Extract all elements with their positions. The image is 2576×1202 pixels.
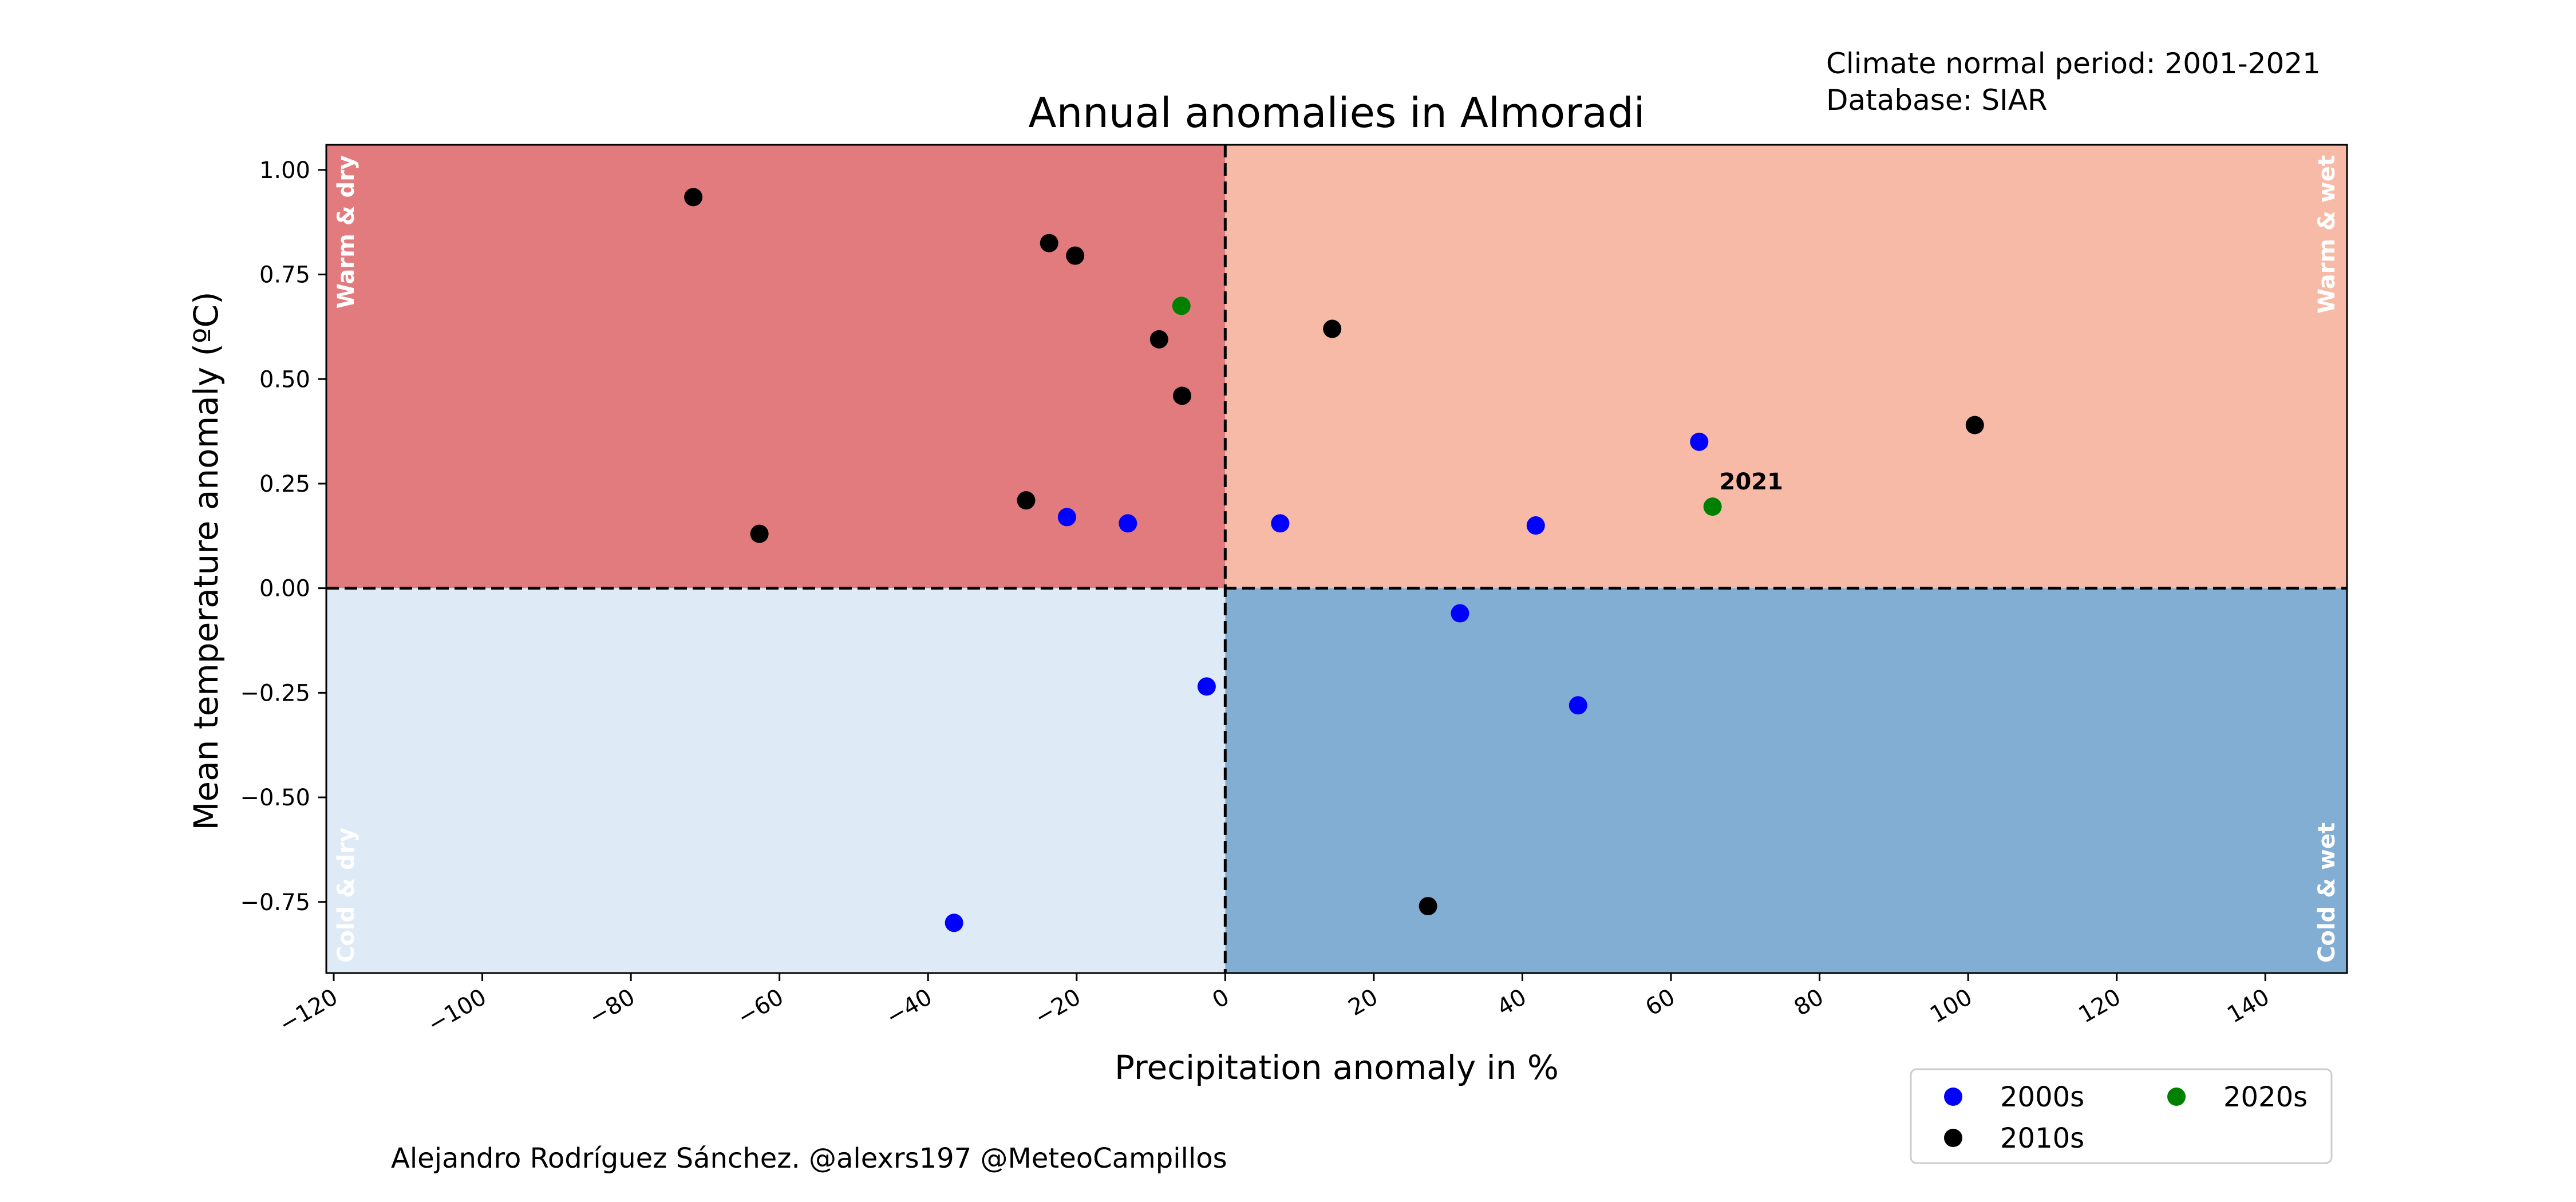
legend: 2000s 2010s 2020s <box>1910 1068 2333 1164</box>
point-2000s-5 <box>1057 508 1076 527</box>
y-axis: −0.75 −0.50 −0.25 0.00 0.25 0.50 0.75 1.00 <box>240 157 326 916</box>
chart-title: Annual anomalies in Almoradi <box>1028 89 1645 137</box>
database-note: Database: SIAR <box>1826 84 2048 117</box>
y-tick-label: 0.25 <box>259 471 310 497</box>
y-tick-label: 0.50 <box>259 366 310 393</box>
point-2000s-2 <box>1526 516 1545 535</box>
quadrant-warm-dry <box>326 145 1226 588</box>
point-2000s-7 <box>1568 696 1587 715</box>
point-2000s-9 <box>945 914 963 932</box>
legend-marker-2010s <box>1944 1129 1962 1147</box>
y-axis-label: Mean temperature anomaly (ºC) <box>187 291 226 830</box>
quadrant-label-warm-wet: Warm & wet <box>2314 155 2340 314</box>
y-tick-label: −0.25 <box>240 680 310 706</box>
point-2010s-5 <box>1173 386 1192 405</box>
quadrant-label-cold-dry: Cold & dry <box>333 828 359 963</box>
point-2010s-6 <box>1323 319 1342 338</box>
plot-frame <box>325 144 2348 974</box>
legend-entries: 2000s 2010s 2020s <box>1944 1081 2308 1154</box>
quadrant-cold-dry <box>326 588 1226 973</box>
point-2010s-8 <box>1017 491 1036 510</box>
y-tick-label: −0.75 <box>240 889 310 916</box>
legend-label-2020s: 2020s <box>2223 1081 2308 1113</box>
point-2000s-4 <box>1119 514 1137 533</box>
legend-frame <box>1910 1068 2333 1164</box>
quadrant-cold-wet <box>1225 588 2347 973</box>
point-2000s-3 <box>1271 514 1290 533</box>
point-2020s-2 <box>1703 497 1722 516</box>
legend-label-2010s: 2010s <box>2000 1122 2084 1154</box>
legend-marker-2000s <box>1944 1088 1962 1106</box>
legend-label-2000s: 2000s <box>2000 1081 2084 1113</box>
point-2010s-9 <box>750 524 769 543</box>
point-2010s-3 <box>1066 246 1085 265</box>
point-2010s-1 <box>684 188 703 207</box>
y-tick-label: 0.75 <box>259 262 310 288</box>
y-tick-label: −0.50 <box>240 785 310 811</box>
quadrant-label-cold-wet: Cold & wet <box>2314 823 2340 963</box>
reference-lines <box>326 145 2347 973</box>
point-2010s-7 <box>1965 416 1984 434</box>
legend-marker-2020s <box>2167 1088 2186 1106</box>
quadrant-warm-wet <box>1225 145 2347 588</box>
point-2010s-10 <box>1419 897 1437 916</box>
x-axis-label: Precipitation anomaly in % <box>1115 1048 1559 1087</box>
quadrant-labels: Warm & dry Warm & wet Cold & dry Cold & wet <box>333 155 2340 963</box>
y-tick-label: 1.00 <box>259 157 310 184</box>
point-2000s-6 <box>1451 604 1469 623</box>
normal-period-note: Climate normal period: 2001-2021 <box>1826 47 2321 80</box>
point-2000s-1 <box>1690 432 1709 451</box>
y-tick-label: 0.00 <box>259 576 310 602</box>
credit-note: Alejandro Rodríguez Sánchez. @alexrs197 … <box>391 1142 1227 1175</box>
point-label-2021: 2021 <box>1720 469 1783 495</box>
point-2010s-2 <box>1040 234 1058 252</box>
plot-area: Warm & dry Warm & wet Cold & dry Cold & wet… <box>325 144 2348 974</box>
point-2000s-8 <box>1197 677 1216 696</box>
quadrant-label-warm-dry: Warm & dry <box>333 155 359 309</box>
point-2020s-1 <box>1172 296 1191 315</box>
point-2010s-4 <box>1149 330 1168 349</box>
data-points: 2021 <box>684 188 1984 932</box>
quadrant-layer <box>326 145 2347 973</box>
